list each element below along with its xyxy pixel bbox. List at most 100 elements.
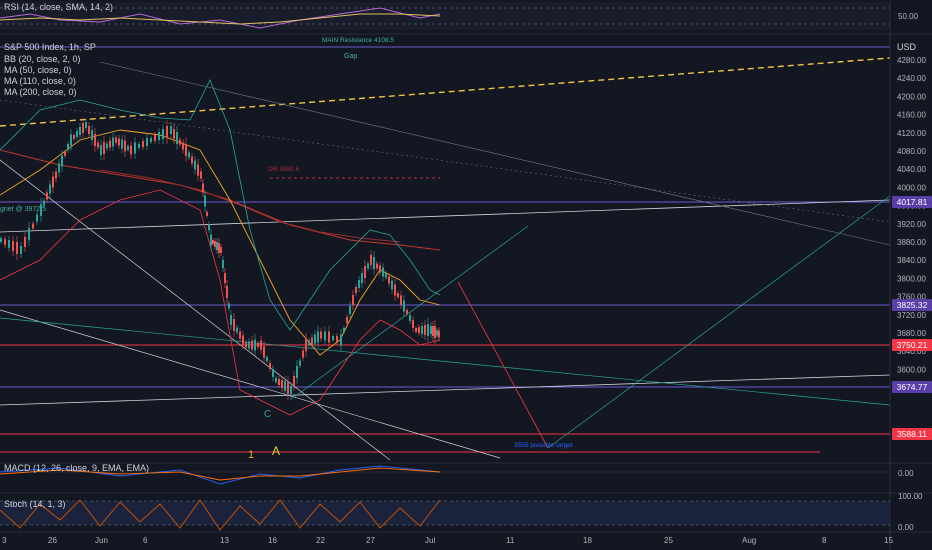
time-tick: 13 <box>220 536 229 545</box>
candle-body <box>206 212 208 216</box>
rsi-line <box>0 7 441 29</box>
macd-axis-tick: 0.00 <box>898 469 914 478</box>
wave-1-label: 1 <box>248 449 254 461</box>
candle-body <box>236 327 238 333</box>
candle-body <box>340 334 342 346</box>
price-tick: 4200.00 <box>897 92 926 101</box>
candle-body <box>332 336 334 340</box>
main-resistance-label: MAIN Resistance 4108.5 <box>322 37 394 44</box>
candle-body <box>415 328 417 332</box>
candle-body <box>67 144 69 150</box>
candle-body <box>179 139 181 145</box>
time-axis[interactable]: 3 26 Jun 6 13 16 22 27 Jul 11 18 25 Aug 8 15 <box>2 536 893 545</box>
candle-body <box>36 214 38 222</box>
candle-body <box>212 240 214 244</box>
candle-body <box>106 143 108 149</box>
price-tag-3750: 3750.21 <box>892 339 932 351</box>
price-tick: 3640.00 <box>897 347 926 356</box>
candle-body <box>376 263 378 269</box>
price-tick: 4160.00 <box>897 111 926 120</box>
candle-body <box>46 192 48 200</box>
candle-body <box>79 127 81 135</box>
ma200-legend[interactable]: MA (200, close, 0) <box>4 87 77 97</box>
candle-body <box>421 326 423 334</box>
gap-label: Gap <box>344 53 357 60</box>
candle-body <box>166 126 168 138</box>
time-tick: 3 <box>2 536 7 545</box>
candle-body <box>73 135 75 139</box>
candle-body <box>346 317 348 323</box>
candle-body <box>146 138 148 146</box>
candle-body <box>296 366 298 378</box>
candle-body <box>138 144 140 148</box>
magnet-label: gnet @ 3972.5 <box>0 206 46 213</box>
candle-body <box>61 155 63 167</box>
candle-body <box>269 363 271 369</box>
candle-body <box>266 357 268 361</box>
candle-body <box>308 340 310 346</box>
price-tick: 3680.00 <box>897 329 926 338</box>
price-tick: 3720.00 <box>897 311 926 320</box>
candle-body <box>311 337 313 345</box>
price-tick: 4000.00 <box>897 183 926 192</box>
candle-body <box>432 326 434 336</box>
candle-body <box>222 260 224 268</box>
candle-body <box>263 346 265 358</box>
candle-body <box>32 223 34 229</box>
candle-body <box>16 242 18 254</box>
candle-body <box>197 164 199 176</box>
time-tick: 15 <box>884 536 893 545</box>
candle-body <box>373 257 375 269</box>
ma50-legend[interactable]: MA (50, close, 0) <box>4 65 72 75</box>
stoch-legend[interactable]: Stoch (14, 1, 3) <box>4 499 66 509</box>
dr-label: DR 3982.6 <box>268 166 299 173</box>
time-tick: 27 <box>366 536 375 545</box>
candle-body <box>216 242 218 250</box>
candle-body <box>200 171 202 179</box>
bb-legend[interactable]: BB (20, close, 2, 0) <box>4 54 81 64</box>
time-tick: 22 <box>316 536 325 545</box>
candle-body <box>210 234 212 246</box>
ma50-line <box>0 129 441 356</box>
candle-body <box>254 339 256 351</box>
candle-body <box>40 204 42 216</box>
candle-body <box>64 152 66 156</box>
candle-body <box>275 378 277 382</box>
candle-body <box>4 239 6 245</box>
candle-body <box>336 336 338 342</box>
candle-body <box>94 134 96 146</box>
candle-body <box>397 293 399 297</box>
candle-body <box>257 343 259 347</box>
rsi-legend[interactable]: RSI (14, close, SMA, 14, 2) <box>4 2 114 12</box>
stoch-axis-tick-top: 100.00 <box>898 492 923 501</box>
candle-body <box>230 315 232 325</box>
price-tick: 3840.00 <box>897 256 926 265</box>
candle-body <box>182 142 184 150</box>
candle-body <box>400 295 402 305</box>
currency-label[interactable]: USD <box>897 42 917 52</box>
ma110-legend[interactable]: MA (110, close, 0) <box>4 76 76 86</box>
price-tag-3674: 3674.77 <box>892 381 932 393</box>
main-title-legend[interactable]: S&P 500 Index, 1h, SP <box>4 42 96 52</box>
candle-body <box>370 255 372 265</box>
price-tick: 3880.00 <box>897 238 926 247</box>
candle-body <box>228 303 230 309</box>
price-tick: 4040.00 <box>897 165 926 174</box>
candle-body <box>85 122 87 128</box>
candle-body <box>394 284 396 296</box>
stoch-axis-tick-bottom: 0.00 <box>898 523 914 532</box>
price-tag-4017: 4017.81 <box>892 196 932 208</box>
candle-body <box>239 331 241 339</box>
candle-body <box>385 272 387 278</box>
candle-body <box>43 200 45 206</box>
candle-body <box>52 176 54 188</box>
price-tick: 4240.00 <box>897 74 926 83</box>
candle-body <box>124 140 126 152</box>
candle-body <box>314 334 316 344</box>
time-tick: 25 <box>664 536 673 545</box>
candle-body <box>248 341 250 349</box>
candle-body <box>109 140 111 148</box>
candle-body <box>8 240 10 248</box>
macd-legend[interactable]: MACD (12, 26, close, 9, EMA, EMA) <box>4 463 150 473</box>
